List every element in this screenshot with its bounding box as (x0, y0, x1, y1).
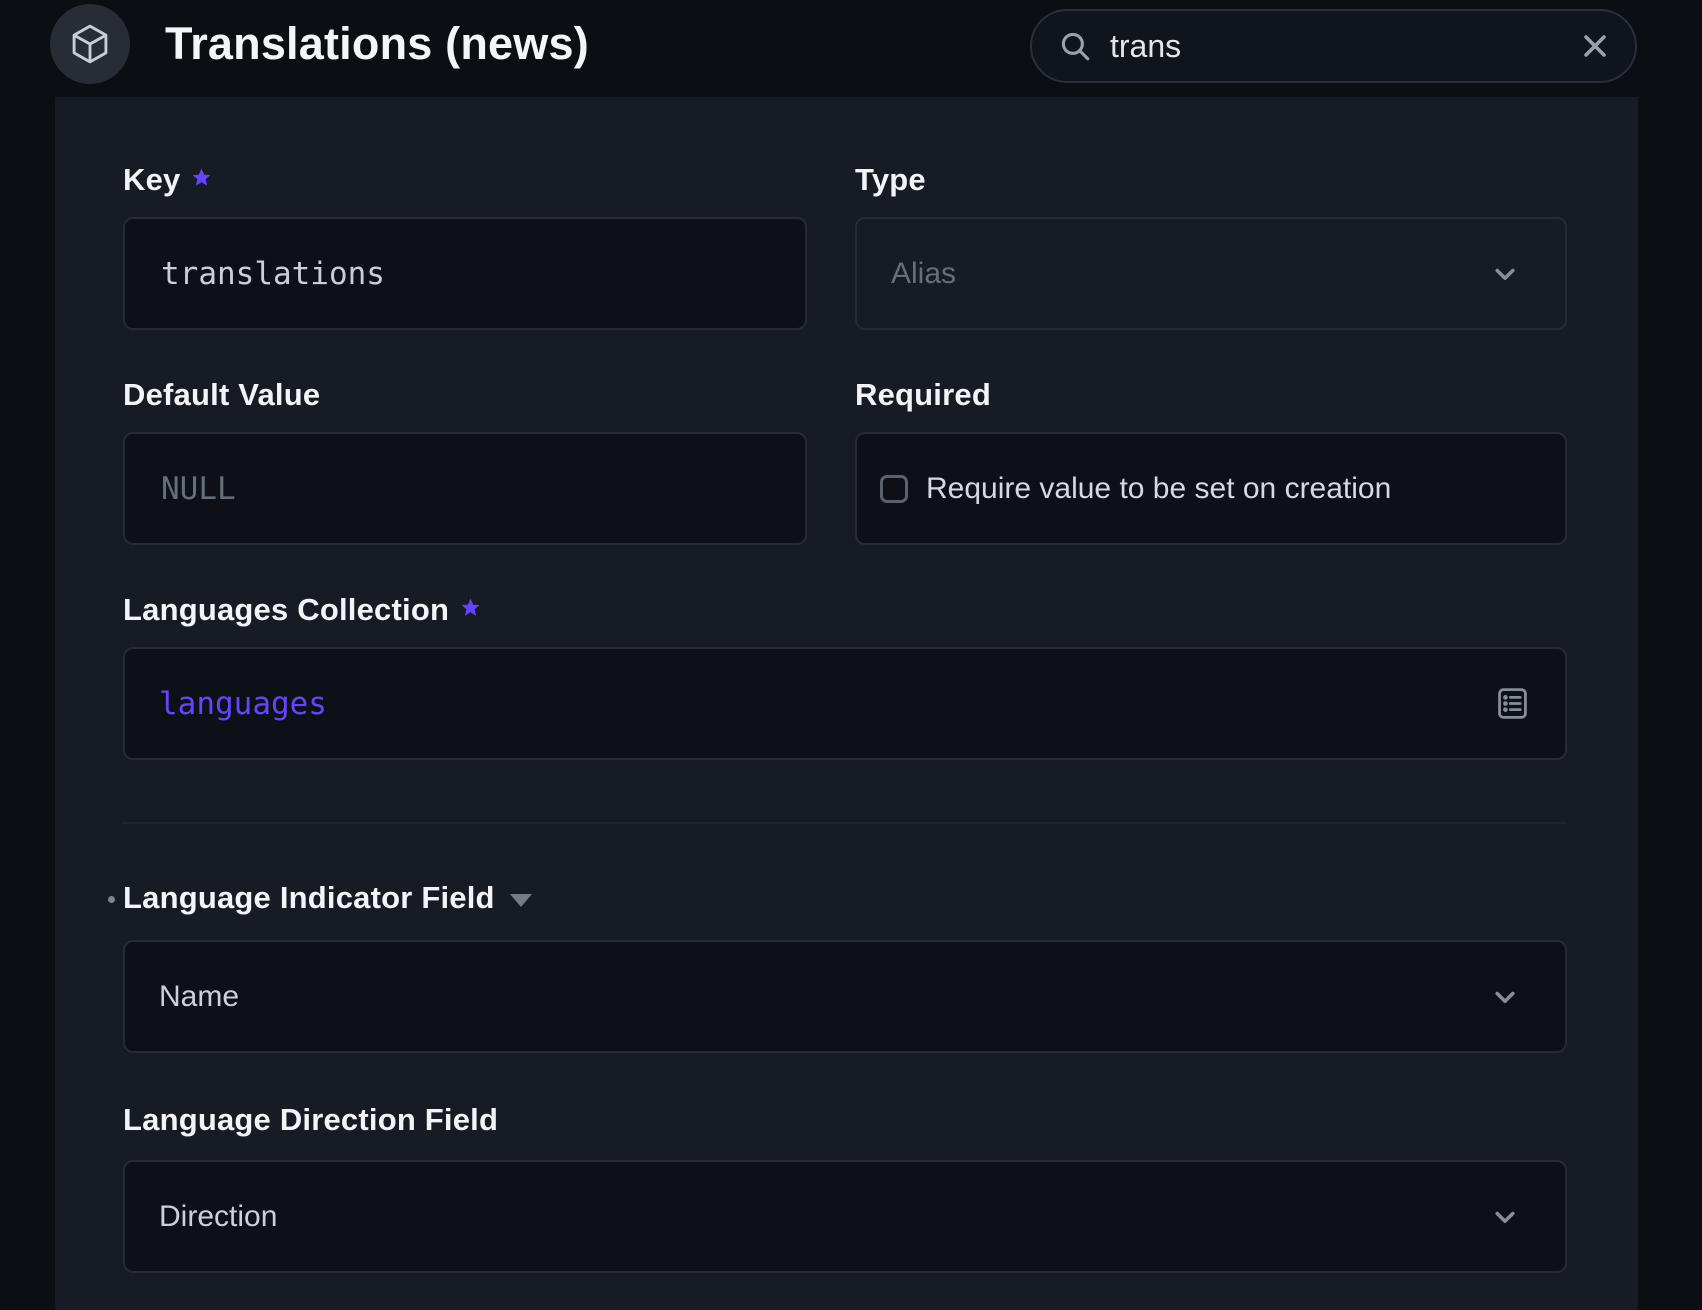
close-icon[interactable] (1577, 28, 1613, 64)
type-label: Type (855, 160, 1567, 200)
language-indicator-label: Language Indicator Field (123, 878, 1567, 918)
search-icon (1058, 29, 1092, 63)
language-direction-label: Language Direction Field (123, 1100, 1567, 1140)
required-checkbox-label: Require value to be set on creation (926, 472, 1391, 506)
languages-collection-label: Languages Collection (123, 590, 1567, 630)
language-indicator-value: Name (159, 980, 239, 1014)
default-value-field-group: Default Value (123, 375, 807, 545)
section-divider (123, 822, 1567, 824)
required-star-icon (460, 597, 481, 618)
type-select[interactable]: Alias (855, 217, 1567, 330)
chevron-down-icon (1488, 980, 1522, 1014)
page-title: Translations (news) (165, 0, 589, 88)
search-bar (1030, 9, 1637, 83)
field-settings-panel: Key Type Alias (55, 97, 1638, 1310)
drawer-header: Translations (news) (0, 0, 1702, 97)
language-direction-select[interactable]: Direction (123, 1160, 1567, 1273)
languages-collection-field-group: Languages Collection languages (123, 590, 1567, 760)
key-input[interactable] (159, 255, 771, 293)
default-value-input-wrapper (123, 432, 807, 545)
required-field-group: Required Require value to be set on crea… (855, 375, 1567, 545)
languages-collection-input[interactable]: languages (123, 647, 1567, 760)
field-configuration-drawer: Translations (news) Key (0, 0, 1702, 1310)
type-field-group: Type Alias (855, 160, 1567, 330)
key-label: Key (123, 160, 807, 200)
chevron-down-icon (1488, 1200, 1522, 1234)
required-checkbox-row: Require value to be set on creation (855, 432, 1567, 545)
key-input-wrapper (123, 217, 807, 330)
key-field-group: Key (123, 160, 807, 330)
box-icon (67, 21, 113, 67)
type-select-value: Alias (891, 257, 956, 291)
languages-collection-value: languages (159, 686, 1494, 722)
search-input[interactable] (1108, 27, 1561, 66)
menu-down-icon[interactable] (510, 894, 532, 907)
required-checkbox[interactable] (880, 475, 908, 503)
language-indicator-select[interactable]: Name (123, 940, 1567, 1053)
required-label: Required (855, 375, 1567, 415)
chevron-down-icon (1488, 257, 1522, 291)
avatar (50, 4, 130, 84)
edited-dot-icon (108, 896, 115, 903)
default-value-input[interactable] (159, 470, 771, 508)
required-star-icon (191, 167, 212, 188)
default-value-label: Default Value (123, 375, 807, 415)
language-direction-value: Direction (159, 1200, 277, 1234)
language-direction-field-group: Language Direction Field Direction (123, 1100, 1567, 1273)
list-icon[interactable] (1494, 685, 1531, 722)
language-indicator-field-group: Language Indicator Field Name (123, 878, 1567, 1053)
